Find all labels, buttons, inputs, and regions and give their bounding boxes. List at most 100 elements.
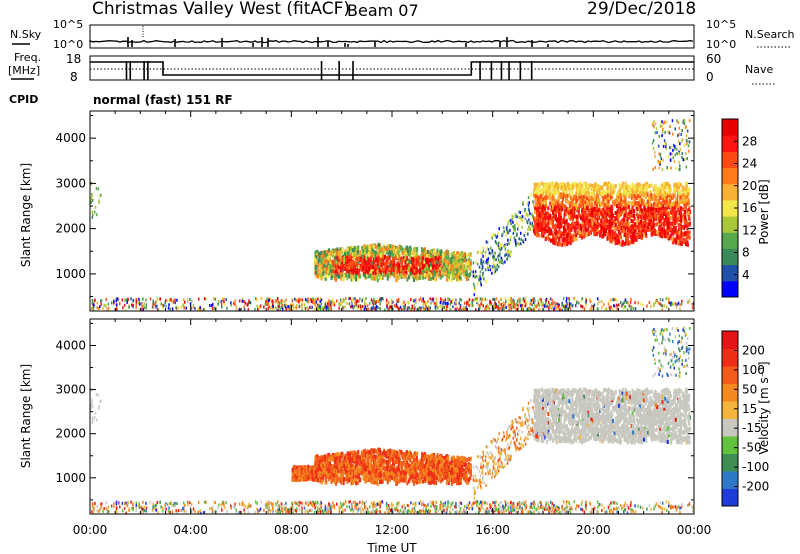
freq-label-line1: Freq. — [14, 51, 41, 64]
data-cell — [470, 265, 472, 270]
data-cell — [176, 298, 178, 302]
data-cell — [371, 300, 374, 304]
data-cell — [533, 307, 535, 311]
data-cell — [452, 269, 455, 274]
data-cell — [554, 308, 557, 312]
data-cell — [459, 306, 461, 309]
data-cell — [669, 301, 671, 305]
data-cell — [457, 267, 460, 272]
data-cell — [367, 274, 370, 279]
data-cell — [425, 257, 427, 262]
data-cell — [383, 254, 386, 259]
data-cell — [384, 308, 386, 312]
data-cell — [520, 304, 522, 308]
data-cell — [556, 302, 558, 306]
data-cell — [463, 301, 466, 305]
data-cell — [320, 269, 323, 273]
data-cell — [362, 261, 365, 266]
data-cell — [346, 247, 349, 252]
data-cell — [462, 307, 465, 311]
data-cell — [382, 297, 384, 301]
data-cell — [328, 248, 330, 253]
data-cell — [313, 299, 316, 303]
data-cell — [375, 264, 378, 269]
data-cell — [455, 263, 458, 268]
data-cell — [418, 298, 421, 302]
data-cell — [448, 268, 451, 273]
data-cell — [217, 302, 219, 306]
data-cell — [524, 297, 527, 301]
data-cell — [426, 253, 429, 258]
data-cell — [424, 303, 427, 307]
data-cell — [340, 263, 343, 267]
data-cell — [433, 263, 436, 268]
data-cell — [138, 297, 140, 301]
data-cell — [621, 304, 623, 308]
data-cell — [533, 297, 535, 301]
data-cell — [565, 302, 568, 306]
data-cell — [256, 304, 258, 308]
data-cell — [322, 259, 324, 264]
data-cell — [325, 266, 328, 271]
data-cell — [564, 305, 566, 309]
data-cell — [374, 302, 377, 305]
data-cell — [325, 273, 327, 278]
data-cell — [386, 276, 389, 281]
data-cell — [395, 304, 398, 308]
data-cell — [558, 303, 560, 307]
data-cell — [463, 266, 466, 271]
data-cell — [384, 249, 387, 253]
data-cell — [480, 300, 483, 304]
data-cell — [471, 304, 473, 308]
data-cell — [336, 247, 339, 252]
data-cell — [605, 307, 608, 311]
data-cell — [246, 303, 248, 307]
data-cell — [559, 307, 561, 311]
data-cell — [388, 255, 391, 260]
data-cell — [159, 297, 161, 301]
date-label: 29/Dec/2018 — [587, 0, 696, 19]
data-cell — [350, 271, 353, 276]
data-cell — [543, 212, 546, 217]
data-cell — [358, 257, 361, 261]
data-cell — [326, 253, 329, 257]
data-cell — [632, 307, 635, 311]
data-cell — [477, 307, 480, 311]
data-cell — [539, 221, 542, 226]
data-cell — [312, 301, 315, 305]
data-cell — [585, 304, 587, 308]
data-cell — [319, 307, 322, 311]
data-cell — [312, 297, 314, 301]
data-cell — [357, 305, 360, 309]
data-cell — [450, 278, 453, 282]
data-cell — [115, 303, 118, 307]
data-cell — [314, 251, 317, 256]
nsky-panel-frame — [89, 24, 695, 49]
data-cell — [406, 264, 409, 268]
data-cell — [274, 306, 277, 310]
data-cell — [223, 300, 225, 304]
data-cell — [397, 274, 400, 279]
data-cell — [369, 265, 372, 270]
data-cell — [691, 306, 694, 310]
data-cell — [457, 271, 460, 276]
data-cell — [540, 298, 542, 302]
data-cell — [560, 201, 563, 206]
data-cell — [320, 251, 323, 256]
data-cell — [94, 298, 96, 302]
data-cell — [596, 297, 599, 301]
data-cell — [449, 257, 451, 262]
data-cell — [389, 305, 392, 309]
data-cell — [156, 297, 159, 301]
data-cell — [427, 258, 430, 263]
data-cell — [154, 303, 156, 307]
data-cell — [450, 300, 452, 304]
data-cell — [459, 264, 462, 269]
data-cell — [392, 267, 395, 272]
data-cell — [432, 253, 435, 258]
data-cell — [248, 299, 250, 303]
data-cell — [328, 299, 330, 303]
data-cell — [241, 297, 244, 301]
data-cell — [343, 256, 346, 260]
data-cell — [423, 300, 425, 304]
